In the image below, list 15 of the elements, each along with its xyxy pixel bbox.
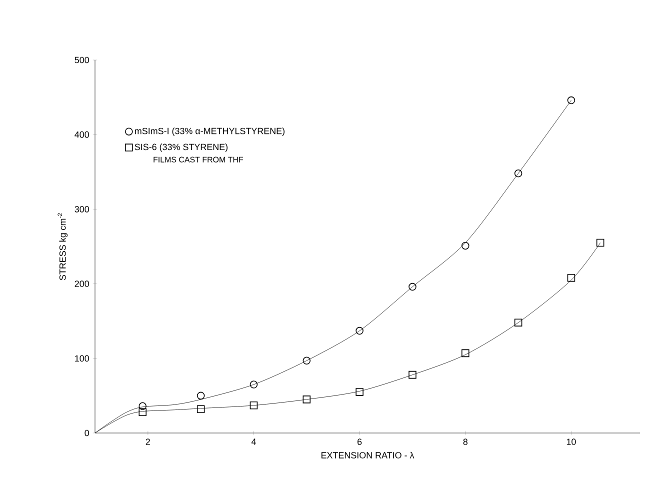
y-tick-label: 300 — [74, 206, 90, 212]
y-tick-label: 500 — [74, 56, 90, 64]
y-tick-label: 200 — [74, 280, 90, 287]
x-tick-label: 6 — [358, 438, 362, 445]
legend-label: mSImS-I (33% α-METHYLSTYRENE) — [135, 128, 285, 136]
y-tick-label: 0 — [84, 430, 90, 436]
legend-label: SIS-6 (33% STYRENE) — [134, 144, 228, 152]
x-tick-label: 8 — [463, 438, 468, 445]
y-tick-label: 100 — [75, 355, 90, 362]
x-tick-label: 4 — [251, 438, 256, 445]
y-tick-label: 400 — [74, 131, 90, 138]
x-tick-label: 2 — [146, 438, 150, 445]
x-tick-label: 10 — [566, 438, 576, 445]
y-axis-title: STRESS kg cm$^{-2}$ — [58, 213, 68, 280]
x-axis-title: EXTENSION RATIO - λ — [321, 452, 414, 458]
